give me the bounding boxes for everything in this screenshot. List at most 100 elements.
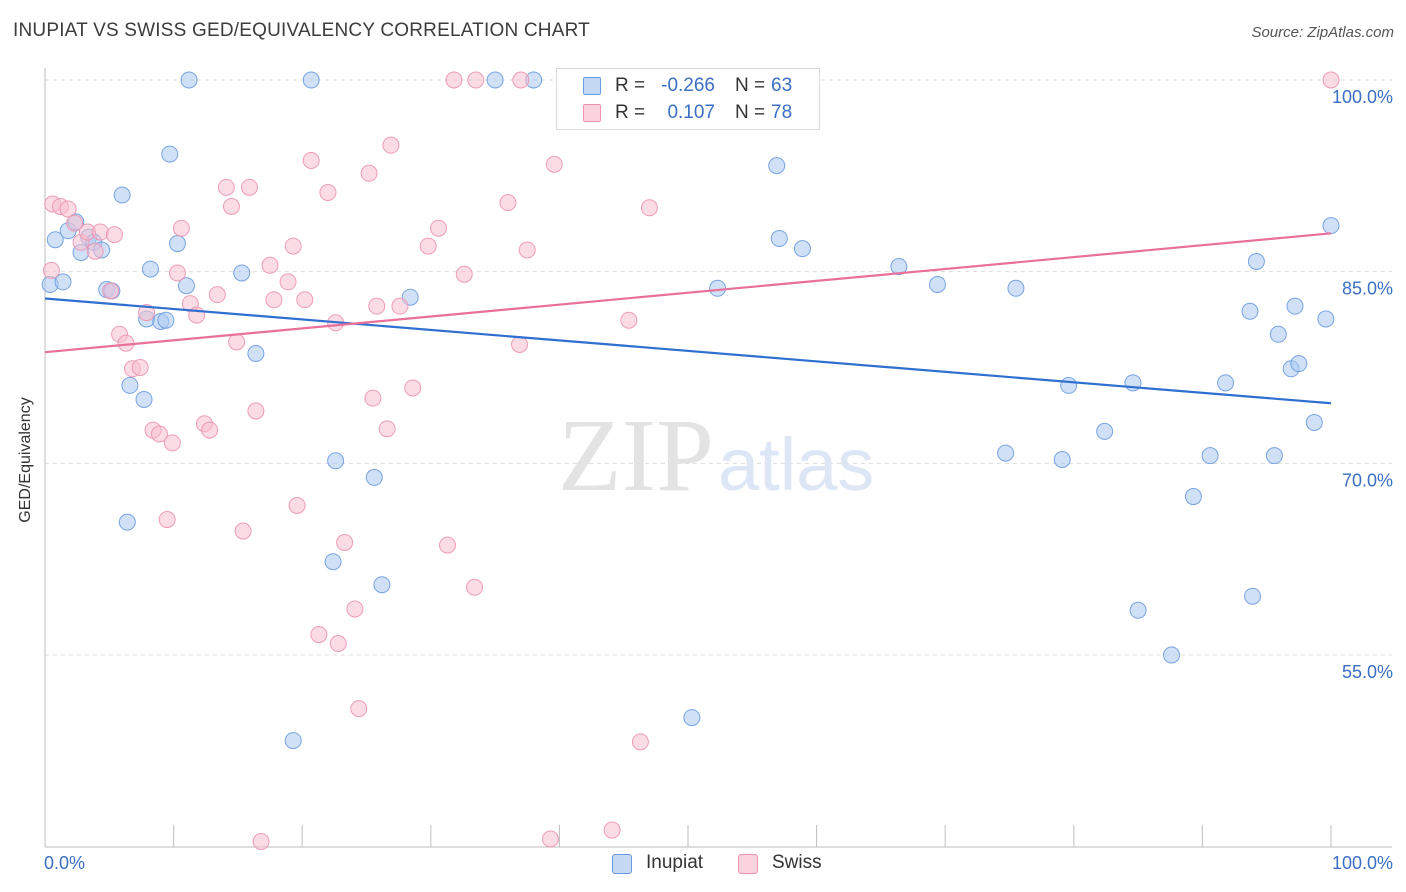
- inupiat-point: [928, 275, 946, 293]
- swiss-point: [382, 136, 400, 154]
- swiss-trend-line: [44, 232, 1332, 354]
- swiss-point: [455, 265, 473, 283]
- swiss-point: [138, 304, 156, 322]
- swiss-point: [150, 425, 168, 443]
- swiss-point: [66, 214, 84, 232]
- swiss-point: [228, 333, 246, 351]
- r-value: -0.266: [661, 75, 715, 96]
- swiss-point: [439, 536, 457, 554]
- swiss-swatch: [583, 104, 601, 122]
- swiss-point: [131, 359, 149, 376]
- inupiat-point: [1201, 447, 1219, 465]
- inupiat-point: [324, 553, 342, 571]
- swiss-point: [217, 178, 235, 196]
- swiss-point: [541, 830, 559, 848]
- inupiat-point: [1317, 310, 1335, 328]
- inupiat-point: [373, 576, 391, 594]
- swiss-point: [430, 219, 448, 237]
- swiss-point: [620, 311, 638, 329]
- swiss-point: [261, 256, 279, 274]
- grid-lines: [45, 79, 1392, 656]
- swiss-point: [284, 237, 302, 255]
- swiss-point: [86, 242, 104, 260]
- swiss-point: [91, 223, 109, 241]
- swiss-point: [240, 178, 258, 196]
- inupiat-point: [768, 157, 786, 175]
- swiss-point: [310, 626, 328, 644]
- inupiat-point: [135, 390, 153, 408]
- swiss-point: [336, 534, 354, 552]
- n-value: 78: [771, 102, 793, 123]
- swiss-point: [364, 389, 382, 407]
- legend-row-inupiat: R = -0.266 N = 63: [557, 73, 819, 99]
- inupiat-point: [770, 229, 788, 247]
- swiss-point: [42, 261, 60, 279]
- swiss-point: [102, 282, 120, 300]
- inupiat-point: [1286, 297, 1304, 315]
- swiss-point: [302, 152, 320, 169]
- inupiat-swatch: [583, 77, 601, 95]
- inupiat-point: [1096, 422, 1114, 440]
- legend-label-swiss: Swiss: [772, 852, 822, 873]
- swiss-point: [419, 237, 437, 255]
- swiss-point: [378, 420, 396, 438]
- swiss-point: [319, 183, 337, 201]
- inupiat-point: [284, 732, 302, 750]
- swiss-point: [252, 833, 270, 851]
- swiss-point: [1322, 71, 1340, 89]
- inupiat-point: [1290, 355, 1308, 373]
- data-points: [41, 71, 1340, 851]
- swiss-point: [168, 264, 186, 282]
- n-value: 63: [771, 75, 793, 96]
- inupiat-point: [113, 186, 131, 204]
- inupiat-point: [1163, 646, 1181, 664]
- x-tick-label: 0.0%: [44, 853, 85, 873]
- stats-legend: R = -0.266 N = 63 R = 0.107 N = 78: [556, 68, 820, 130]
- inupiat-point: [1129, 601, 1147, 619]
- inupiat-trend-line: [44, 297, 1332, 405]
- swiss-point: [391, 297, 409, 315]
- inupiat-point: [168, 235, 186, 253]
- n-label: N =: [735, 102, 766, 123]
- source-label: Source: ZipAtlas.com: [1251, 24, 1394, 41]
- swiss-point: [201, 421, 219, 439]
- inupiat-point: [997, 444, 1015, 462]
- swiss-point: [511, 336, 529, 353]
- swiss-point: [545, 155, 563, 173]
- x-tick-label: 100.0%: [1332, 853, 1393, 873]
- swiss-point: [329, 635, 347, 652]
- swiss-point: [222, 198, 240, 215]
- inupiat-point: [1305, 413, 1323, 431]
- swiss-point: [105, 226, 123, 244]
- inupiat-point: [54, 273, 72, 291]
- swiss-point: [360, 164, 378, 182]
- inupiat-point: [1053, 451, 1071, 468]
- inupiat-point: [141, 260, 159, 278]
- y-tick-label: 100.0%: [1332, 87, 1393, 107]
- swiss-point: [234, 522, 252, 540]
- inupiat-point: [157, 311, 175, 329]
- inupiat-point: [1322, 217, 1340, 235]
- legend-label-inupiat: Inupiat: [646, 852, 704, 873]
- y-tick-label: 85.0%: [1342, 279, 1393, 299]
- watermark: ZIP atlas: [558, 398, 874, 513]
- inupiat-point: [327, 452, 345, 470]
- inupiat-swatch: [612, 854, 632, 874]
- swiss-point: [59, 200, 77, 218]
- inupiat-point: [890, 258, 908, 276]
- inupiat-point: [1007, 279, 1025, 297]
- inupiat-point: [121, 376, 139, 394]
- swiss-point: [163, 434, 181, 452]
- swiss-point: [603, 821, 621, 839]
- inupiat-point: [118, 513, 136, 531]
- inupiat-point: [180, 71, 198, 89]
- inupiat-point: [683, 709, 701, 727]
- swiss-point: [208, 286, 226, 304]
- swiss-point: [350, 700, 368, 718]
- swiss-point: [296, 291, 314, 309]
- swiss-point: [467, 71, 485, 89]
- legend-row-swiss: R = 0.107 N = 78: [557, 100, 819, 126]
- y-tick-label: 70.0%: [1342, 470, 1393, 490]
- swiss-swatch: [738, 854, 758, 874]
